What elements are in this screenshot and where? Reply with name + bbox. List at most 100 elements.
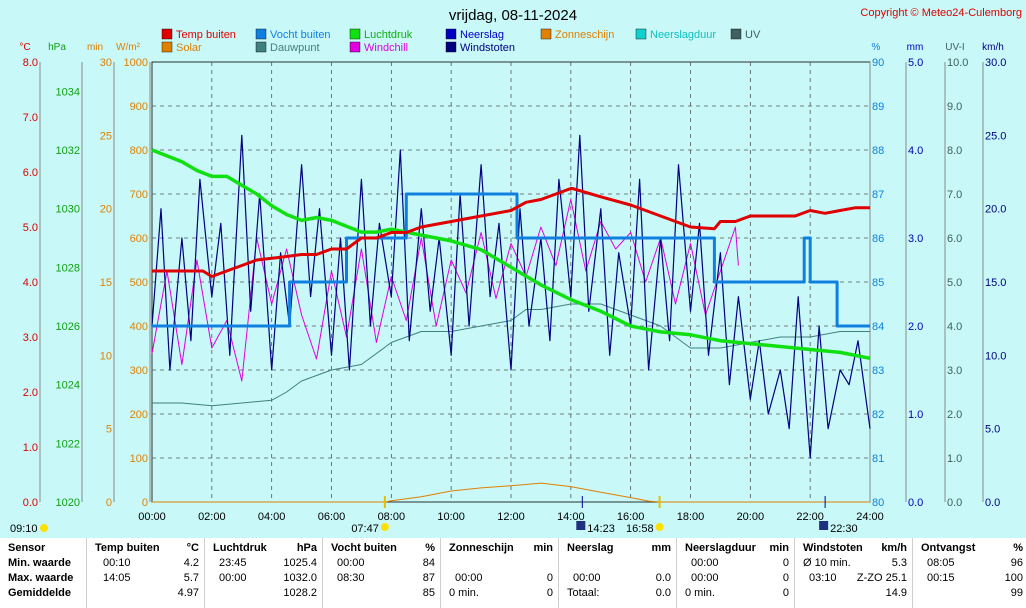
moon-icon [819, 521, 829, 530]
axis-tick-label: 20 [100, 204, 112, 216]
axis-tick-label: 5.0 [947, 277, 962, 289]
stats-row-label: Gemiddelde [8, 587, 71, 599]
legend-label: Neerslag [460, 29, 504, 41]
stats-sunshine-unit: min [533, 542, 553, 554]
x-tick-label: 04:00 [258, 511, 286, 523]
axis-tick-label: 1026 [56, 321, 80, 333]
axis-tick-label: 6.0 [23, 167, 38, 179]
axis-tick-label: 10.0 [985, 350, 1006, 362]
axis-tick-label: 5.0 [23, 222, 38, 234]
axis-tick-label: 400 [130, 321, 148, 333]
stats-rain-title: Neerslag [567, 542, 614, 554]
axis-tick-label: 2.0 [908, 321, 923, 333]
axis-tick-label: 700 [130, 189, 148, 201]
stats-pressure-title: Luchtdruk [213, 542, 267, 554]
stats-humidity-unit: % [425, 542, 435, 554]
axis-tick-label: 25 [100, 130, 112, 142]
stats-gusts-avg: 14.9 [885, 587, 907, 599]
axis-tick-label: 8.0 [947, 145, 962, 157]
series-line-windstoten [151, 134, 871, 459]
legend-swatch [445, 28, 457, 40]
legend-label: Solar [176, 42, 202, 54]
axis-unit-label: min [87, 42, 103, 53]
axis-tick-label: 25.0 [985, 130, 1006, 142]
stats-rain-col: Neerslag mm 00:00 0.0 Totaal: 0.0 [558, 538, 677, 608]
axis-tick-label: 3.0 [908, 233, 923, 245]
series-line-temp-buiten [152, 187, 870, 278]
axis-tick-label: 1034 [56, 86, 80, 98]
stats-rainduration-total: 0 [782, 587, 789, 599]
stats-sunshine-max-time: 00:00 [455, 572, 483, 584]
stats-rain-unit: mm [651, 542, 671, 554]
axis-tick-label: 82 [872, 409, 884, 421]
axis-tick-label: 1.0 [908, 409, 923, 421]
legend-label: Neerslagduur [650, 29, 716, 41]
stats-rainduration-min: 0 [782, 557, 789, 569]
stats-rain-total: 0.0 [655, 587, 671, 599]
sun-icon [655, 523, 664, 531]
stats-received-max: 100 [1004, 572, 1023, 584]
stats-gusts-title: Windstoten [803, 542, 863, 554]
stats-pressure-avg: 1028.2 [283, 587, 317, 599]
legend-swatch [635, 28, 647, 40]
series-line-solar [152, 482, 870, 503]
axis-tick-label: 83 [872, 365, 884, 377]
stats-humidity-avg: 85 [422, 587, 435, 599]
stats-rainduration-max: 0 [782, 572, 789, 584]
x-tick-label: 10:00 [437, 511, 465, 523]
series-line-windchill [151, 199, 739, 382]
stats-humidity-max-time: 08:30 [337, 572, 365, 584]
axis-tick-label: 84 [872, 321, 884, 333]
stats-gusts-max: Z-ZO 25.1 [856, 572, 907, 584]
weather-chart: °C0.01.02.03.04.05.06.07.08.0hPa10201022… [0, 0, 1026, 538]
axis-tick-label: 30 [100, 57, 112, 69]
axis-tick-label: 500 [130, 277, 148, 289]
stats-gusts-avg10: 5.3 [891, 557, 907, 569]
axis-tick-label: 0.0 [23, 497, 38, 509]
axis-tick-label: 30.0 [985, 57, 1006, 69]
stats-rainduration-max-time: 00:00 [691, 572, 719, 584]
axis-tick-label: 9.0 [947, 101, 962, 113]
stats-sunshine-total: 0 [546, 587, 553, 599]
axis-unit-label: hPa [48, 42, 66, 53]
stats-temp-avg: 4.97 [177, 587, 199, 599]
legend-swatch [255, 28, 267, 40]
axis-tick-label: 10 [100, 350, 112, 362]
stats-temp-max: 5.7 [183, 572, 199, 584]
x-tick-label: 18:00 [677, 511, 705, 523]
legend-label: Windstoten [460, 42, 515, 54]
stats-received-title: Ontvangst [921, 542, 976, 554]
stats-temp-min: 4.2 [183, 557, 199, 569]
stats-sunshine-col: Zonneschijn min 00:00 0 0 min. 0 [440, 538, 559, 608]
stats-temp-col: Temp buiten °C 00:10 4.2 14:05 5.7 4.97 [86, 538, 205, 608]
axis-tick-label: 2.0 [947, 409, 962, 421]
axis-tick-label: 88 [872, 145, 884, 157]
moon-icon [576, 521, 586, 530]
axis-tick-label: 5.0 [908, 57, 923, 69]
legend-swatch [161, 28, 173, 40]
start-time-label: 09:10 [10, 523, 38, 535]
legend: Temp buiten Vocht buiten Luchtdruk Neerslag… [161, 28, 761, 54]
stats-humidity-col: Vocht buiten % 00:00 84 08:30 87 85 [322, 538, 441, 608]
stats-pressure-unit: hPa [296, 542, 317, 554]
axis-tick-label: 0.0 [985, 497, 1000, 509]
axis-tick-label: 85 [872, 277, 884, 289]
axis-tick-label: 0 [142, 497, 148, 509]
legend-label: UV [745, 29, 761, 41]
axis-unit-label: °C [19, 42, 30, 53]
axis-unit-label: mm [907, 42, 924, 53]
x-tick-label: 12:00 [497, 511, 525, 523]
stats-temp-max-time: 14:05 [103, 572, 131, 584]
stats-gusts-max-time: 03:10 [809, 572, 837, 584]
axis-tick-label: 0.0 [947, 497, 962, 509]
axis-tick-label: 1028 [56, 262, 80, 274]
chart-title: vrijdag, 08-11-2024 [449, 7, 577, 24]
axis-tick-label: 5.0 [985, 424, 1000, 436]
sunset-label: 16:58 [626, 523, 654, 535]
axis-tick-label: 89 [872, 101, 884, 113]
stats-sunshine-total-label: 0 min. [449, 587, 479, 599]
stats-pressure-min-time: 23:45 [219, 557, 247, 569]
stats-temp-title: Temp buiten [95, 542, 160, 554]
series-line-dauwpunt [152, 303, 870, 407]
stats-humidity-min-time: 00:00 [337, 557, 365, 569]
